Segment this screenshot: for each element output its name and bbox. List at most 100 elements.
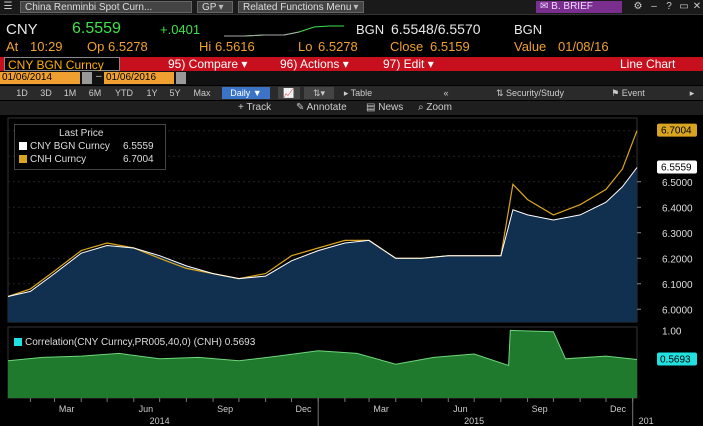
start-date-field[interactable]: 01/06/2014 <box>0 72 80 84</box>
table-button[interactable]: ▸ Table <box>338 87 378 99</box>
open-value: 6.5278 <box>108 39 148 54</box>
calendar-icon[interactable] <box>82 72 92 84</box>
cnh-series-line <box>7 130 638 298</box>
event-label: Event <box>621 88 645 98</box>
view-mode-label: Line Chart <box>620 57 676 71</box>
x-tick-label: Jun <box>453 404 468 414</box>
period-button[interactable]: 6M <box>88 88 102 98</box>
security-study-button[interactable]: ⇅ Security/Study <box>480 87 580 99</box>
zoom-tool[interactable]: ⌕ Zoom <box>418 101 452 115</box>
frequency-dropdown[interactable]: Daily ▼ <box>222 87 270 99</box>
close-icon[interactable]: ✕ <box>692 1 702 12</box>
annotate-label: Annotate <box>306 102 347 113</box>
period-button[interactable]: 1Y <box>146 88 158 98</box>
track-tool[interactable]: + Track <box>238 101 271 115</box>
actions-menu[interactable]: 96) Actions ▾ <box>280 57 349 71</box>
date-range-separator: – <box>96 71 102 82</box>
x-tick-label: Dec <box>610 404 627 414</box>
gp-dropdown[interactable]: GP ▾ <box>197 1 233 13</box>
compare-menu[interactable]: 95) Compare ▾ <box>168 57 247 71</box>
chart-tools-bar: + Track ✎ Annotate ▤ News ⌕ Zoom <box>0 101 703 115</box>
bid-ask: 6.5548/6.5570 <box>391 21 481 37</box>
period-toolbar: 1D 3D 1M 6M YTD 1Y 5Y Max Daily ▼ 📈 ⇅▾ ▸… <box>0 86 703 100</box>
high-value: 6.5616 <box>215 39 255 54</box>
close-label: Close <box>390 39 424 54</box>
flag-icon: ⚑ <box>611 88 622 98</box>
legend-swatch <box>19 142 27 151</box>
chevron-down-icon: ▼ <box>252 88 262 98</box>
calendar-icon[interactable] <box>176 72 186 84</box>
cny-last-value-tag: 6.5559 <box>661 162 692 173</box>
legend-series-name: CNH Curncy <box>30 154 87 165</box>
ticker-symbol: CNY <box>6 21 38 38</box>
chevron-down-icon: ▾ <box>342 57 349 71</box>
end-date-field[interactable]: 01/06/2016 <box>104 72 174 84</box>
edit-menu[interactable]: 97) Edit ▾ <box>383 57 434 71</box>
value-label: Value <box>514 39 547 54</box>
y-tick-label: 6.5000 <box>662 178 693 189</box>
period-button[interactable]: 1D <box>16 88 28 98</box>
period-button[interactable]: 1M <box>63 88 77 98</box>
year-label: 2014 <box>150 416 170 426</box>
legend-item: CNY BGN Curncy 6.5559 <box>19 141 154 152</box>
line-chart-icon[interactable]: 📈 <box>278 87 300 99</box>
title-bar: ☰ China Renminbi Spot Curn... GP ▾ Relate… <box>0 0 703 15</box>
low-label: Lo <box>298 39 313 54</box>
period-button[interactable]: 5Y <box>169 88 181 98</box>
chevron-down-icon: ▾ <box>353 2 359 13</box>
search-icon: ⌕ <box>418 102 427 113</box>
gear-icon[interactable]: ⚙ <box>633 1 643 12</box>
correlation-value: 0.5693 <box>224 337 256 348</box>
close-value: 6.5159 <box>430 39 470 54</box>
brief-label: B. BRIEF <box>551 1 593 12</box>
x-tick-label: Mar <box>373 404 389 414</box>
news-icon: ▤ <box>366 102 379 113</box>
security-dropdown[interactable]: China Renminbi Spot Curn... <box>20 1 192 13</box>
frequency-label: Daily <box>230 88 251 98</box>
related-functions-dropdown[interactable]: Related Functions Menu ▾ <box>238 1 364 13</box>
security-field-label: CNY BGN Curncy <box>8 58 104 72</box>
legend-series-value: 6.5559 <box>123 141 154 152</box>
y-tick-label: 6.1000 <box>662 280 693 291</box>
correlation-y-tick-label: 1.00 <box>662 326 682 337</box>
pencil-icon: ✎ <box>296 102 307 113</box>
brief-button[interactable]: ✉ B. BRIEF <box>536 1 622 13</box>
command-bar: CNY BGN Curncy 95) Compare ▾ 96) Actions… <box>0 57 703 72</box>
menu-grid-icon[interactable]: ☰ <box>3 1 13 12</box>
legend-title: Last Price <box>59 128 104 139</box>
cnh-last-value-tag-bg <box>657 123 697 137</box>
intraday-sparkline <box>224 25 344 37</box>
year-label: 201 <box>639 416 654 426</box>
chevron-down-icon: ▾ <box>218 2 224 13</box>
source-label-2: BGN <box>514 22 543 37</box>
year-label: 2015 <box>464 416 484 426</box>
edit-label: 97) Edit <box>383 57 425 71</box>
chart-legend: Last Price CNY BGN Curncy 6.5559 CNH Cur… <box>14 124 166 170</box>
period-button[interactable]: 3D <box>40 88 52 98</box>
legend-series-value: 6.7004 <box>123 154 154 165</box>
period-button[interactable]: YTD <box>115 88 133 98</box>
collapse-icon[interactable]: « <box>443 88 449 98</box>
news-tool[interactable]: ▤ News <box>366 101 403 115</box>
chart-type-icon[interactable]: ⇅▾ <box>304 87 334 99</box>
annotate-tool[interactable]: ✎ Annotate <box>296 101 347 115</box>
minimize-icon[interactable]: – <box>651 1 657 12</box>
correlation-legend: Correlation(CNY Curncy,PR005,40,0) (CNH)… <box>14 337 255 348</box>
related-functions-label: Related Functions Menu <box>243 2 352 13</box>
period-button[interactable]: Max <box>193 88 211 98</box>
table-label: Table <box>350 88 373 98</box>
envelope-icon: ✉ <box>540 1 552 12</box>
x-tick-label: Sep <box>532 404 548 414</box>
event-button[interactable]: ⚑ Event <box>598 87 658 99</box>
expand-icon[interactable]: ▸ <box>689 88 695 98</box>
quote-time: 10:29 <box>30 39 63 54</box>
restore-icon[interactable]: ▭ <box>679 1 689 12</box>
actions-label: 96) Actions <box>280 57 340 71</box>
x-tick-label: Sep <box>217 404 233 414</box>
cny-area <box>8 167 637 322</box>
value-date: 01/08/16 <box>558 39 609 54</box>
security-field[interactable]: CNY BGN Curncy <box>4 57 120 72</box>
correlation-line <box>7 329 638 367</box>
help-icon[interactable]: ? <box>666 1 672 12</box>
